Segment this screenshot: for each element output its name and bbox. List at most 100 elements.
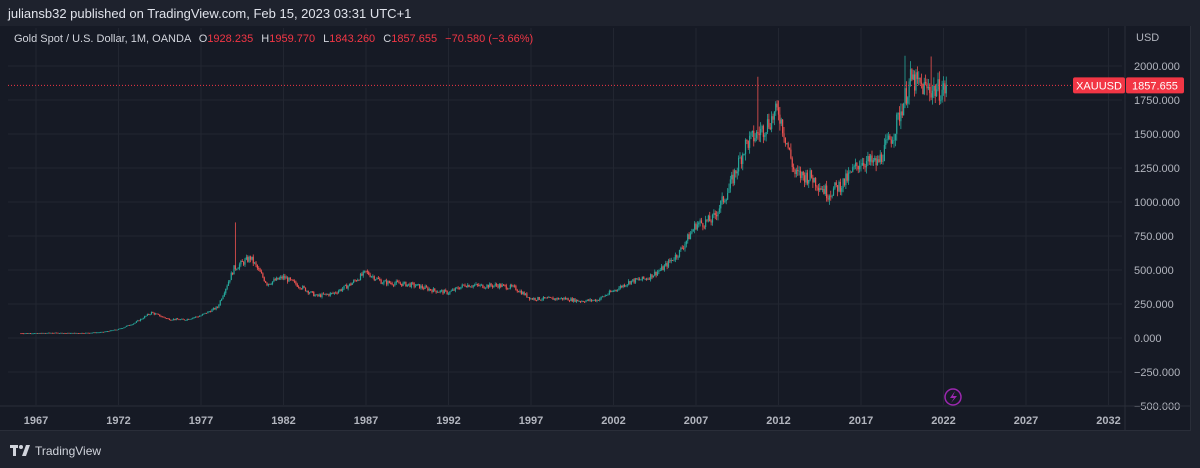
candle-body [314, 294, 316, 297]
candle-body [288, 277, 290, 282]
candle-body [87, 332, 89, 334]
candle-body [46, 333, 48, 334]
candle-body [368, 271, 370, 275]
candle-body [584, 301, 586, 303]
candle-body [780, 119, 782, 124]
candle-body [276, 277, 278, 281]
candle-body [318, 294, 320, 296]
candle-body [819, 188, 821, 191]
candle-body [940, 99, 942, 101]
candle-body [307, 290, 309, 294]
candle-body [652, 275, 654, 278]
candle-body [739, 157, 741, 159]
candle-body [350, 283, 352, 285]
candle-body [621, 285, 623, 288]
candle-body [28, 333, 30, 335]
x-tick-label: 1992 [436, 415, 460, 427]
candle-body [692, 229, 694, 232]
candle-body [883, 144, 885, 162]
candle-body [716, 215, 718, 217]
candle-body [83, 333, 85, 334]
candle-body [724, 200, 726, 203]
candle-body [80, 332, 82, 334]
candle-body [254, 262, 256, 264]
candle-body [854, 162, 857, 167]
candle-body [909, 69, 912, 82]
candle-body [667, 260, 670, 267]
candle-body [255, 262, 257, 266]
candle-body [868, 156, 870, 162]
price-chart[interactable]: 2000.000 1750.000 1500.000 1250.000 1000.000… [0, 0, 1200, 440]
candle-body [474, 285, 476, 286]
candle-body [446, 290, 448, 294]
candle-body [340, 289, 342, 291]
candle-body [551, 297, 553, 299]
candle-body [779, 114, 781, 124]
candle-body [409, 283, 411, 287]
candle-body [801, 171, 803, 178]
candle-body [325, 293, 327, 295]
candle-body [43, 332, 45, 334]
candle-body [188, 319, 190, 320]
candle-body [650, 274, 652, 280]
candle-body [57, 332, 59, 334]
candle-body [166, 318, 168, 320]
candle-body [512, 285, 514, 287]
candle-body [410, 282, 412, 287]
candle-body [564, 297, 566, 300]
candle-body [802, 171, 804, 176]
candle-body [795, 170, 797, 175]
candle-body [31, 333, 33, 335]
candle-body [236, 269, 238, 270]
candle-body [625, 285, 627, 287]
candle-body [304, 287, 307, 292]
candle-body [94, 332, 96, 334]
y-tick-label: 750.000 [1134, 231, 1174, 243]
candle-body [472, 285, 474, 287]
candle-body [29, 333, 32, 335]
candle-body [813, 177, 815, 183]
candle-body [623, 284, 626, 287]
candle-body [36, 333, 38, 334]
candle-body [189, 318, 191, 320]
candle-body [698, 222, 700, 225]
candle-body [376, 278, 378, 280]
candle-body [599, 298, 601, 301]
candle-body [842, 178, 844, 189]
candle-body [348, 283, 351, 286]
candle-body [450, 290, 452, 292]
x-tick-label: 1987 [354, 415, 378, 427]
candle-body [647, 278, 649, 280]
lightning-icon[interactable] [944, 388, 962, 406]
candle-body [179, 319, 181, 321]
candle-body [251, 256, 253, 260]
candle-body [193, 317, 195, 319]
candle-body [61, 332, 63, 334]
candle-body [365, 270, 367, 272]
candle-body [399, 283, 401, 285]
candle-body [896, 114, 898, 134]
candle-body [138, 320, 140, 322]
candle-body [746, 139, 748, 141]
candle-body [875, 158, 877, 166]
candle-body [401, 283, 403, 286]
candle-body [534, 298, 536, 301]
candle-body [637, 278, 639, 280]
candle-body [425, 286, 428, 288]
candle-body [555, 298, 557, 300]
candle-body [757, 131, 759, 134]
candle-body [196, 316, 198, 318]
candle-body [127, 325, 129, 326]
candle-body [24, 333, 26, 335]
candle-body [300, 288, 302, 290]
x-tick-label: 1997 [519, 415, 543, 427]
candle-body [449, 291, 451, 294]
candle-body [695, 223, 697, 230]
candle-body [116, 329, 118, 331]
candle-body [497, 285, 499, 288]
candle-body [97, 332, 99, 334]
candle-body [651, 274, 653, 278]
candle-body [571, 298, 573, 302]
candle-body [284, 275, 286, 279]
candle-body [644, 278, 646, 280]
